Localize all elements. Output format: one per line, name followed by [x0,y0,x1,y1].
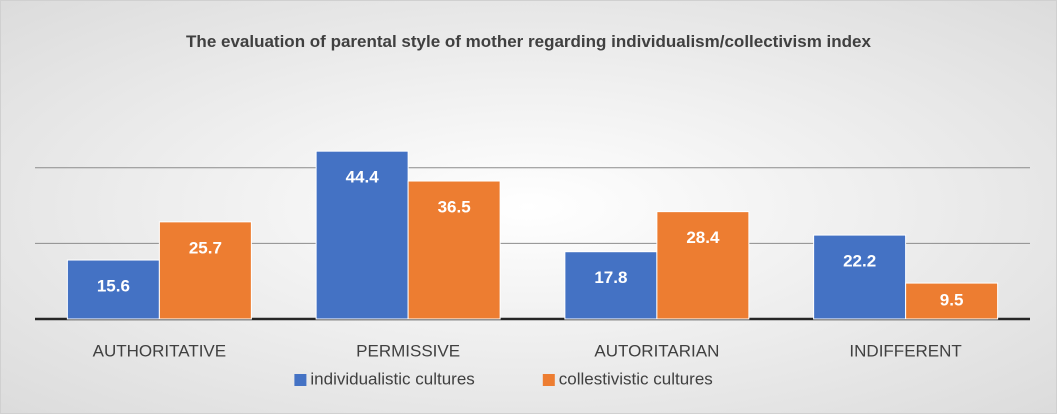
legend-label: individualistic cultures [310,369,474,388]
data-label: 22.2 [843,252,876,271]
data-label: 17.8 [594,268,627,287]
bar [813,234,907,320]
data-label: 25.7 [189,238,222,257]
bar [158,221,252,320]
chart-title: The evaluation of parental style of moth… [186,32,871,51]
bar [66,259,160,320]
x-tick-label: INDIFFERENT [849,341,961,360]
data-label: 44.4 [346,168,380,187]
x-tick-label: PERMISSIVE [356,341,460,360]
legend-label: collestivistic cultures [559,369,713,388]
data-label: 9.5 [940,291,964,310]
data-label: 15.6 [97,277,130,296]
legend-swatch [294,374,307,386]
bar [315,150,409,320]
legend-swatch [542,374,555,386]
x-tick-label: AUTORITARIAN [594,341,719,360]
bar [905,282,999,320]
data-label: 36.5 [438,198,471,217]
bar [656,211,750,320]
bar [407,180,501,320]
bar [564,251,658,320]
x-tick-label: AUTHORITATIVE [93,341,227,360]
data-label: 28.4 [686,228,720,247]
